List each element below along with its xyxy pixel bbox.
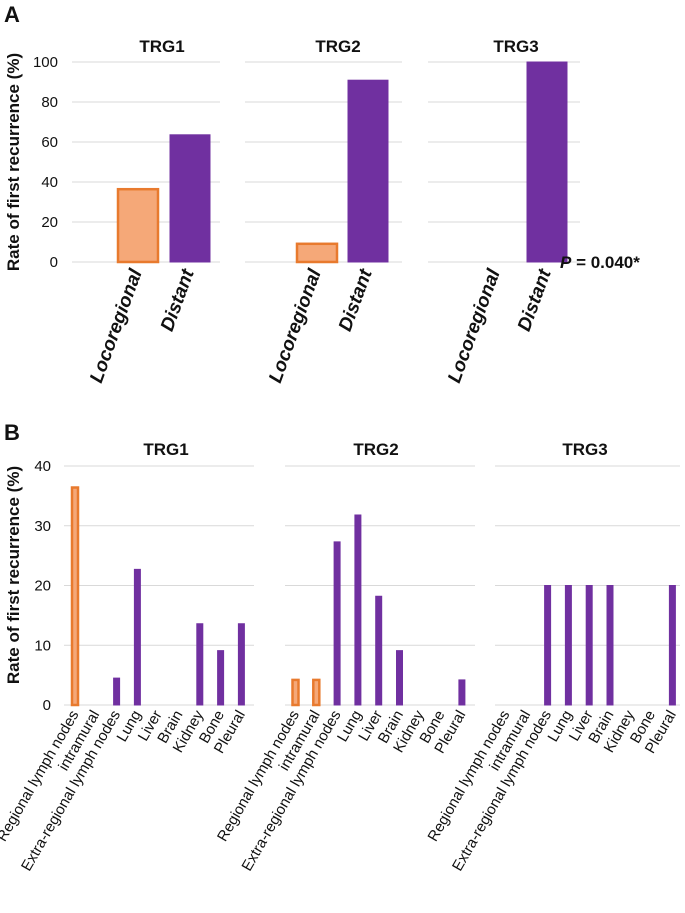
panel-a-title-trg2: TRG2 [315,37,360,56]
panel-a-title-trg1: TRG1 [139,37,184,56]
tick-label-b-30: 30 [34,518,51,535]
bar-a-trg3-distant [526,61,568,263]
panel-b-ylabel: Rate of first recurrence (%) [4,466,23,684]
bar-a-trg1-locoregional [116,187,160,264]
p-value-symbol: P [560,253,572,272]
panel-b-title-trg1: TRG1 [143,440,188,459]
bar-b-trg3-lung [564,585,572,706]
panel-b-yticks: 0 10 20 30 40 [34,458,51,714]
bar-a-trg1-distant [169,134,211,263]
bar-b-trg1-extra-regional-lymph-nodes [113,677,121,706]
bar-b-trg2-liver [375,595,383,706]
tick-label-b-40: 40 [34,458,51,475]
cat-label-a-trg2-locoregional: Locoregional [265,266,326,386]
panel-a-bars [116,61,568,264]
bar-b-trg2-lung [354,514,362,706]
panel-b-group-titles: TRG1 TRG2 TRG3 [143,440,607,459]
bar-b-trg1-pleural [237,623,245,706]
panel-b-title-trg3: TRG3 [562,440,607,459]
bar-b-trg3-pleural [668,585,676,706]
bar-a-trg2-distant [347,79,389,263]
bar-b-trg3-liver [585,585,593,706]
bar-b-trg1-regional-lymph-nodes [70,486,80,707]
tick-label-b-0: 0 [43,697,51,714]
bar-b-trg3-brain [606,585,614,706]
panel-a-yticks: 0 20 40 60 80 100 [33,54,58,271]
cat-label-a-trg1-distant: Distant [157,266,199,334]
panel-b-label: B [4,420,20,445]
tick-label-a-80: 80 [41,94,58,111]
panel-a-category-labels: Locoregional Distant Locoregional Distant Lo… [86,266,556,386]
tick-label-a-40: 40 [41,174,58,191]
bar-a-trg2-locoregional [295,242,339,264]
cat-label-a-trg3-distant: Distant [514,266,556,334]
tick-label-b-10: 10 [34,637,51,654]
panel-a-label: A [4,2,20,27]
bar-b-trg1-kidney [196,623,204,706]
tick-label-a-60: 60 [41,134,58,151]
bar-b-trg2-extra-regional-lymph-nodes [333,541,341,706]
bar-b-trg3-extra-regional-lymph-nodes [544,585,552,706]
panel-a-group-titles: TRG1 TRG2 TRG3 [139,37,538,56]
tick-label-a-100: 100 [33,54,58,71]
p-value-annotation: P = 0.040* [560,253,640,272]
bar-b-trg2-brain [396,650,403,706]
panel-b-title-trg2: TRG2 [353,440,398,459]
tick-label-b-20: 20 [34,578,51,595]
cat-label-a-trg3-locoregional: Locoregional [444,266,505,386]
bar-b-trg2-pleural [458,679,466,706]
p-value-text: = 0.040* [571,253,640,272]
panel-b-bars [70,486,676,707]
cat-label-a-trg1-locoregional: Locoregional [86,266,147,386]
tick-label-a-20: 20 [41,214,58,231]
bar-b-trg2-regional-lymph-nodes [291,678,300,707]
bar-b-trg2-intramural [312,678,321,707]
tick-label-a-0: 0 [50,254,58,271]
bar-b-trg1-lung [133,568,141,706]
panel-b-category-labels: Regional lymph nodesintramuralExtra-regi… [0,707,680,874]
panel-a-ylabel: Rate of first recurrence (%) [4,53,23,271]
panel-b-gridlines [64,465,680,706]
bar-b-trg1-bone [217,650,225,706]
cat-label-a-trg2-distant: Distant [335,266,377,334]
panel-a-title-trg3: TRG3 [493,37,538,56]
